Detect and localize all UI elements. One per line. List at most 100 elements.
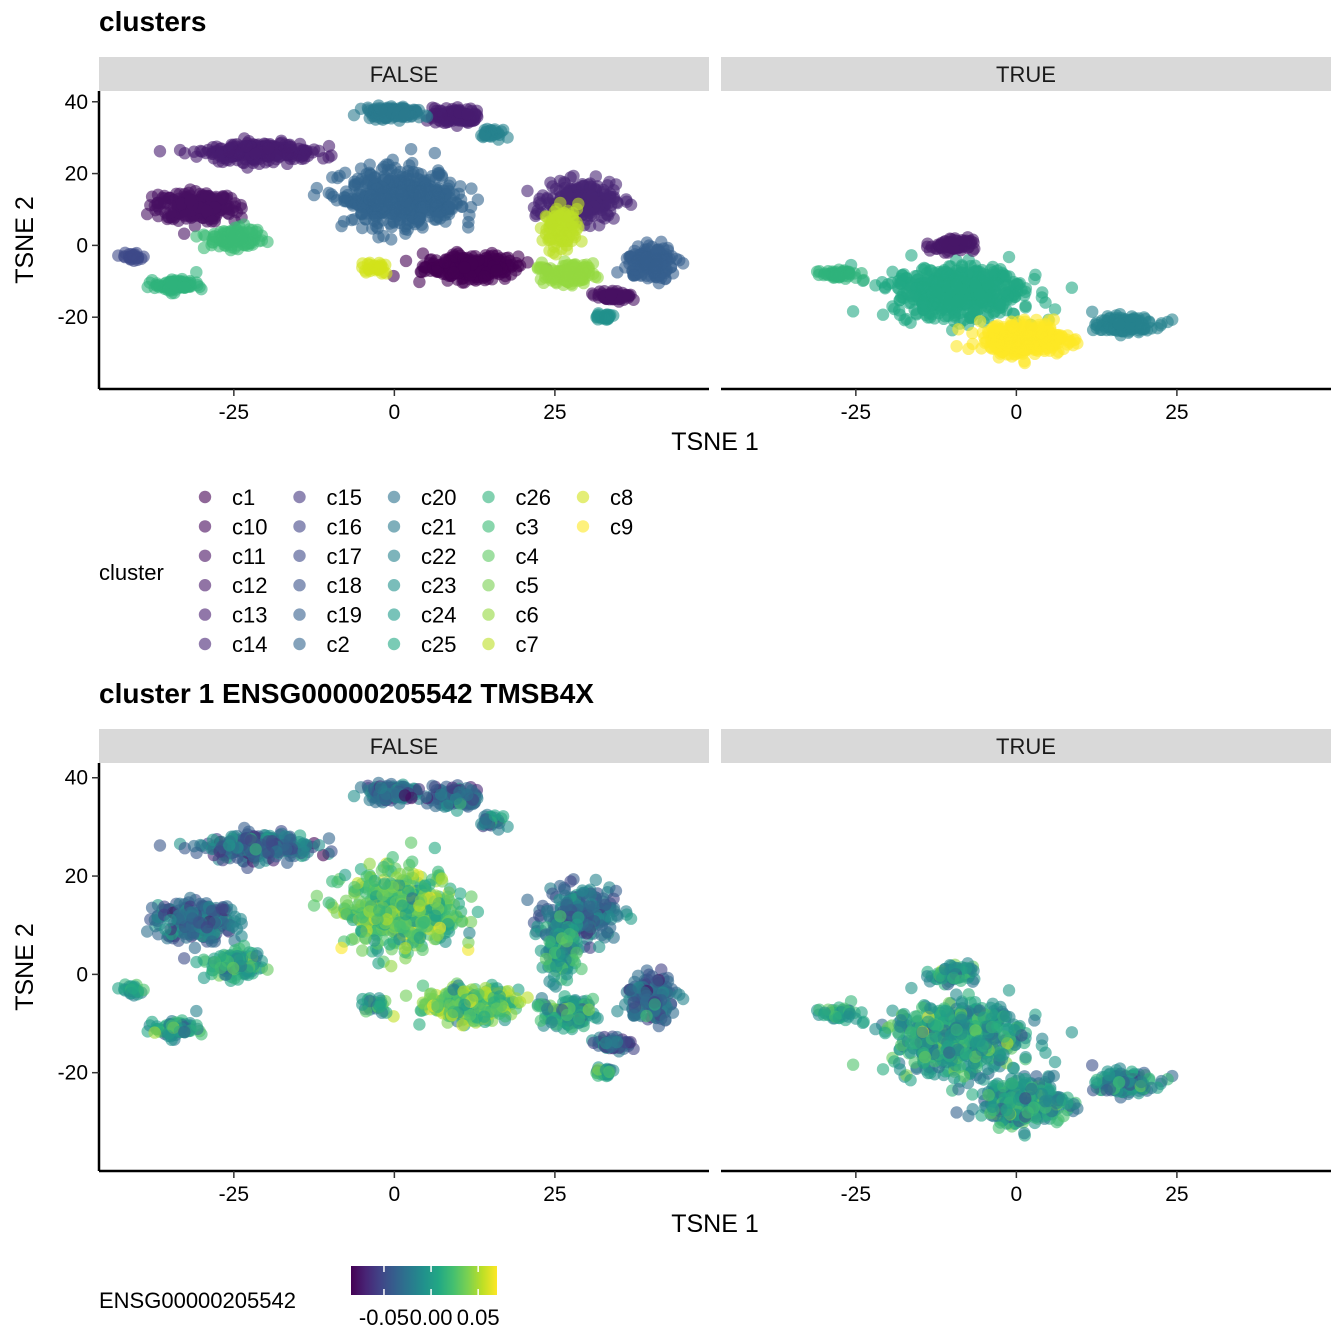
- data-point: [297, 149, 310, 162]
- data-point: [463, 208, 476, 222]
- data-point: [547, 240, 561, 253]
- data-point: [178, 281, 191, 294]
- data-point: [226, 234, 240, 247]
- data-point: [347, 789, 361, 803]
- data-point: [235, 952, 249, 966]
- data-point: [226, 961, 240, 975]
- data-point: [153, 145, 167, 158]
- data-point: [625, 984, 638, 998]
- data-point: [404, 836, 418, 849]
- data-point: [428, 841, 442, 855]
- data-point: [190, 230, 203, 243]
- data-point: [611, 266, 624, 279]
- data-point: [478, 1010, 491, 1023]
- data-point: [627, 1009, 640, 1022]
- data-point: [200, 204, 214, 218]
- data-point: [283, 141, 297, 154]
- data-point: [554, 196, 567, 210]
- facet-strip: [99, 57, 709, 91]
- data-point: [325, 149, 338, 162]
- x-tick-label: 0: [389, 1183, 401, 1206]
- data-point: [188, 219, 202, 233]
- chart-title-clusters: clusters: [99, 6, 207, 37]
- data-point: [521, 893, 534, 907]
- data-point: [492, 823, 505, 836]
- data-point: [585, 900, 599, 914]
- x-axis-title: TSNE 1: [671, 1210, 759, 1238]
- data-point: [184, 194, 197, 207]
- data-point: [369, 113, 382, 126]
- y-tick-label: -20: [58, 306, 88, 329]
- data-point: [650, 244, 664, 257]
- data-point: [325, 845, 338, 858]
- data-point: [112, 249, 125, 262]
- data-point: [382, 857, 395, 871]
- data-point: [405, 156, 419, 170]
- data-point: [205, 935, 219, 948]
- data-point: [238, 821, 251, 835]
- data-point: [399, 989, 413, 1002]
- data-point: [454, 905, 468, 918]
- data-point: [230, 922, 244, 936]
- chart-title-expression: cluster 1 ENSG00000205542 TMSB4X: [99, 678, 594, 709]
- data-point: [673, 988, 686, 1001]
- facet-strip: [721, 57, 1331, 91]
- data-point: [399, 220, 412, 233]
- data-point: [592, 940, 606, 954]
- data-point: [214, 234, 227, 247]
- data-point: [560, 239, 574, 252]
- data-point: [363, 158, 376, 171]
- data-point: [414, 185, 428, 198]
- x-tick-label: 25: [543, 1183, 566, 1206]
- data-point: [398, 789, 412, 802]
- data-point: [434, 788, 448, 801]
- data-point: [600, 925, 614, 939]
- data-point: [625, 251, 638, 264]
- data-point: [624, 198, 638, 211]
- data-point: [461, 108, 474, 121]
- data-point: [582, 265, 596, 278]
- data-point: [563, 209, 576, 223]
- data-point: [372, 231, 385, 244]
- data-point: [599, 188, 612, 201]
- data-point: [413, 1018, 426, 1031]
- data-point: [394, 920, 407, 934]
- data-point: [640, 269, 653, 282]
- data-point: [190, 265, 203, 279]
- x-tick-label: 0: [1011, 401, 1023, 424]
- data-point: [215, 191, 229, 205]
- data-point: [414, 894, 428, 907]
- facet-strip: [99, 729, 709, 763]
- data-point: [312, 838, 326, 852]
- data-point: [465, 890, 478, 903]
- data-point: [322, 896, 335, 909]
- data-point: [356, 944, 369, 957]
- data-point: [205, 215, 219, 228]
- data-point: [558, 883, 572, 896]
- data-point: [363, 193, 376, 206]
- data-point: [281, 157, 294, 171]
- data-point: [249, 147, 262, 161]
- data-point: [447, 250, 460, 263]
- data-point: [383, 938, 397, 951]
- data-point: [488, 809, 502, 822]
- data-point: [382, 158, 395, 171]
- data-point: [440, 799, 454, 813]
- data-point: [338, 868, 352, 882]
- x-tick-label: 0: [1011, 1183, 1023, 1206]
- data-point: [600, 208, 614, 221]
- data-point: [394, 204, 407, 217]
- data-point: [659, 1013, 672, 1026]
- data-point: [393, 867, 407, 881]
- facet-label: TRUE: [996, 734, 1056, 759]
- facet-strip: [721, 729, 1331, 763]
- data-point: [461, 788, 474, 802]
- data-point: [396, 189, 409, 202]
- data-point: [458, 998, 471, 1012]
- data-point: [190, 1004, 203, 1018]
- data-point: [413, 931, 427, 944]
- data-point: [490, 1002, 503, 1015]
- data-point: [583, 219, 597, 233]
- data-point: [396, 899, 409, 912]
- data-point: [648, 998, 662, 1011]
